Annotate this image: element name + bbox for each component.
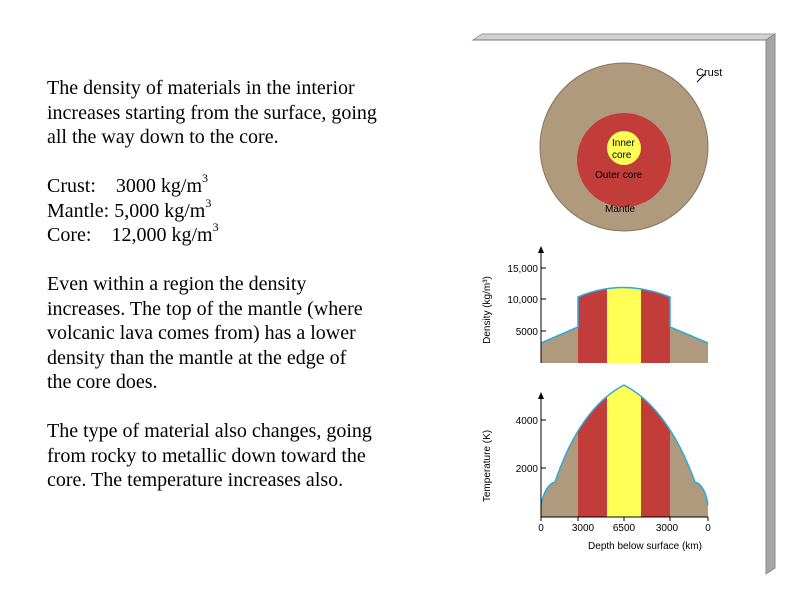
temperature-tick-4000: 4000 <box>516 416 539 427</box>
density-y-label: Density (kg/m³) <box>482 276 493 344</box>
density-tick-15000: 15,000 <box>507 264 538 275</box>
density-tick-5000: 5000 <box>516 327 539 338</box>
explanatory-text: The density of materials in the interior… <box>47 76 457 493</box>
x-tick-0-left: 0 <box>538 523 544 534</box>
temperature-inner-core-fill <box>607 385 641 517</box>
density-inner-core-fill <box>607 287 641 363</box>
outer-core-label: Outer core <box>595 170 643 181</box>
inner-core-label-1: Inner <box>612 138 635 149</box>
material-line: core. The temperature increases also. <box>47 469 344 491</box>
inner-core-region <box>607 131 641 165</box>
temperature-x-label: Depth below surface (km) <box>588 541 702 552</box>
crust-pointer <box>696 73 706 83</box>
crust-label: Crust <box>696 67 722 79</box>
region-line: volcanic lava comes from) has a lower <box>47 322 356 344</box>
region-line: density than the mantle at the edge of <box>47 346 347 369</box>
frame-side <box>765 33 776 575</box>
density-mantle: Mantle: 5,000 kg/m3 <box>47 195 212 222</box>
density-axis-arrow <box>538 246 544 253</box>
x-tick-3000-right: 3000 <box>656 523 679 534</box>
region-line: Even within a region the density <box>47 273 307 295</box>
intro-line: all the way down to the core. <box>47 126 279 148</box>
temperature-curve <box>540 384 709 506</box>
x-tick-6500: 6500 <box>613 523 636 534</box>
density-curve <box>540 286 709 344</box>
inner-core-label-2: core <box>612 150 632 161</box>
intro-line: The density of materials in the interior <box>47 77 355 99</box>
crust-layer <box>539 62 709 232</box>
temperature-chart: 4000 2000 Temperature (K) 0 3000 6500 30… <box>482 384 711 552</box>
density-core: Core: 12,000 kg/m3 <box>47 220 219 246</box>
region-line: increases. The top of the mantle (where <box>47 297 363 320</box>
temperature-axis-arrow <box>538 392 544 399</box>
temperature-tick-2000: 2000 <box>516 464 539 475</box>
x-tick-3000-left: 3000 <box>572 523 595 534</box>
material-line: from rocky to metallic down toward the <box>47 444 366 467</box>
frame-top <box>471 33 777 41</box>
density-tick-10000: 10,000 <box>507 295 538 306</box>
density-crust: Crust: 3000 kg/m3 <box>47 171 209 197</box>
material-line: The type of material also changes, going <box>47 420 372 442</box>
x-tick-0-right: 0 <box>705 523 711 534</box>
mantle-label: Mantle <box>605 204 635 215</box>
density-chart: 15,000 10,000 5000 Density (kg/m³) <box>482 246 709 363</box>
temperature-y-label: Temperature (K) <box>482 430 493 502</box>
intro-line: increases starting from the surface, goi… <box>47 101 377 124</box>
region-line: the core does. <box>47 371 158 393</box>
